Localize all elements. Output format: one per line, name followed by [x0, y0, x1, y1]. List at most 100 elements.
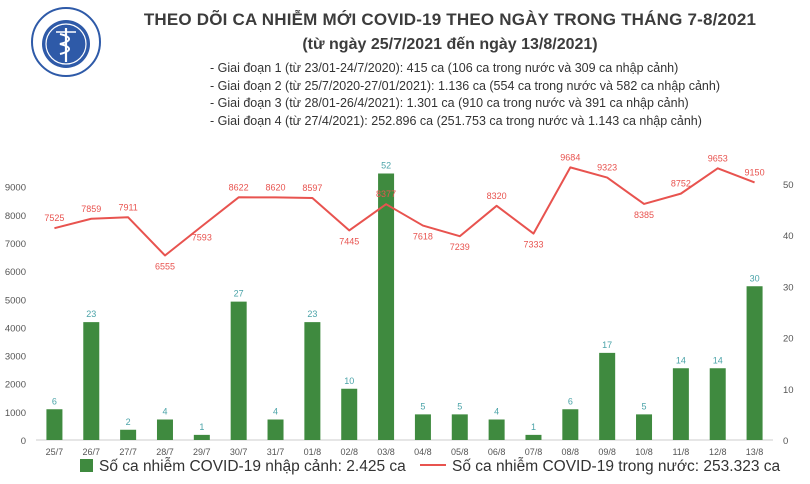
x-tick-label: 13/8: [746, 447, 764, 457]
y-right-tick-label: 10: [783, 385, 794, 396]
x-tick-label: 30/7: [230, 447, 248, 457]
bar-value-label: 6: [568, 396, 573, 406]
y-left-tick-label: 4000: [5, 323, 26, 334]
legend-imported: Số ca nhiễm COVID-19 nhập cảnh: 2.425 ca: [80, 458, 406, 476]
x-tick-label: 07/8: [525, 447, 543, 457]
bar: [525, 434, 542, 440]
line-value-label: 7333: [523, 240, 543, 250]
bar: [341, 388, 358, 440]
line-value-label: 8377: [376, 189, 396, 199]
phase-2-line: - Giai đoạn 2 (từ 25/7/2020-27/01/2021):…: [210, 78, 720, 93]
y-left-tick-label: 6000: [5, 267, 26, 278]
bar-value-label: 14: [713, 355, 723, 365]
line-value-label: 7445: [339, 236, 359, 246]
line-value-label: 8385: [634, 210, 654, 220]
bar-value-label: 4: [273, 407, 278, 417]
bar: [488, 419, 505, 440]
x-tick-label: 26/7: [83, 447, 101, 457]
bar: [193, 434, 210, 440]
chart-title: THEO DÕI CA NHIỄM MỚI COVID-19 THEO NGÀY…: [143, 10, 757, 29]
y-right-tick-label: 40: [783, 231, 794, 242]
legend-domestic: Số ca nhiễm COVID-19 trong nước: 253.323…: [420, 458, 780, 476]
x-tick-label: 10/8: [635, 447, 653, 457]
x-tick-label: 29/7: [193, 447, 211, 457]
y-left-tick-label: 0: [21, 436, 26, 447]
line-value-label: 7859: [81, 204, 101, 214]
line-value-label: 7911: [118, 202, 137, 212]
y-right-tick-label: 30: [783, 282, 794, 293]
bar: [599, 352, 616, 440]
ministry-of-health-logo: [30, 6, 102, 78]
line-value-label: 9150: [745, 167, 765, 177]
x-tick-label: 09/8: [598, 447, 616, 457]
x-tick-label: 03/8: [377, 447, 395, 457]
line-value-label: 6555: [155, 261, 175, 271]
y-left-tick-label: 8000: [5, 211, 26, 222]
line-value-label: 8620: [266, 182, 286, 192]
x-tick-label: 06/8: [488, 447, 506, 457]
phase-4-line: - Giai đoạn 4 (từ 27/4/2021): 252.896 ca…: [210, 113, 702, 128]
y-left-tick-label: 9000: [5, 183, 26, 194]
bar-value-label: 1: [199, 422, 204, 432]
y-right-tick-label: 50: [783, 180, 794, 191]
bar-value-label: 1: [531, 422, 536, 432]
line-value-label: 7618: [413, 232, 433, 242]
line-value-label: 7239: [450, 242, 470, 252]
bar-value-label: 5: [420, 401, 425, 411]
bar-value-label: 23: [307, 309, 317, 319]
y-left-tick-label: 1000: [5, 408, 26, 419]
y-right-tick-label: 20: [783, 334, 794, 345]
bar-value-label: 27: [234, 289, 244, 299]
bar-value-label: 52: [381, 161, 391, 171]
x-tick-label: 05/8: [451, 447, 469, 457]
bar-value-label: 5: [642, 401, 647, 411]
y-left-tick-label: 2000: [5, 380, 26, 391]
domestic-cases-line: [54, 166, 755, 257]
y-left-tick-label: 5000: [5, 295, 26, 306]
x-tick-label: 31/7: [267, 447, 285, 457]
bar: [746, 286, 763, 440]
x-tick-label: 25/7: [46, 447, 64, 457]
x-tick-label: 08/8: [562, 447, 580, 457]
bar-value-label: 5: [457, 401, 462, 411]
bar-value-label: 30: [750, 273, 760, 283]
bar: [267, 419, 284, 440]
phase-1-line: - Giai đoạn 1 (từ 23/01-24/7/2020): 415 …: [210, 61, 679, 75]
legend-imported-label: Số ca nhiễm COVID-19 nhập cảnh: 2.425 ca: [99, 458, 406, 475]
y-left-tick-label: 7000: [5, 239, 26, 250]
bar: [230, 301, 247, 440]
bar-value-label: 23: [86, 309, 96, 319]
line-value-label: 9684: [560, 152, 580, 162]
bar: [414, 414, 431, 440]
bar: [709, 368, 726, 440]
y-left-tick-label: 3000: [5, 352, 26, 363]
x-tick-label: 04/8: [414, 447, 432, 457]
y-right-tick-label: 0: [783, 436, 788, 447]
bar-value-label: 6: [52, 396, 57, 406]
x-tick-label: 28/7: [156, 447, 174, 457]
chart-subtitle: (từ ngày 25/7/2021 đến ngày 13/8/2021): [302, 36, 598, 53]
bar-value-label: 2: [126, 417, 131, 427]
bar: [378, 173, 395, 440]
x-tick-label: 02/8: [340, 447, 358, 457]
bar-value-label: 10: [344, 376, 354, 386]
line-value-label: 9323: [597, 163, 617, 173]
bar: [83, 322, 100, 440]
line-value-label: 7525: [44, 213, 64, 223]
line-value-label: 8622: [229, 182, 249, 192]
phase-3-line: - Giai đoạn 3 (từ 28/01-26/4/2021): 1.30…: [210, 96, 689, 110]
bar: [46, 409, 63, 440]
bar: [562, 409, 579, 440]
bar: [672, 368, 689, 440]
phase-summary: - Giai đoạn 1 (từ 23/01-24/7/2020): 415 …: [210, 60, 720, 130]
bar: [120, 429, 137, 440]
bar-value-label: 4: [494, 407, 499, 417]
x-tick-label: 12/8: [709, 447, 727, 457]
bar: [636, 414, 653, 440]
legend-domestic-label: Số ca nhiễm COVID-19 trong nước: 253.323…: [452, 458, 781, 475]
legend-line-swatch: [420, 464, 446, 466]
bar: [451, 414, 468, 440]
bar-value-label: 4: [162, 407, 167, 417]
line-value-label: 8752: [671, 179, 691, 189]
x-tick-label: 01/8: [304, 447, 322, 457]
